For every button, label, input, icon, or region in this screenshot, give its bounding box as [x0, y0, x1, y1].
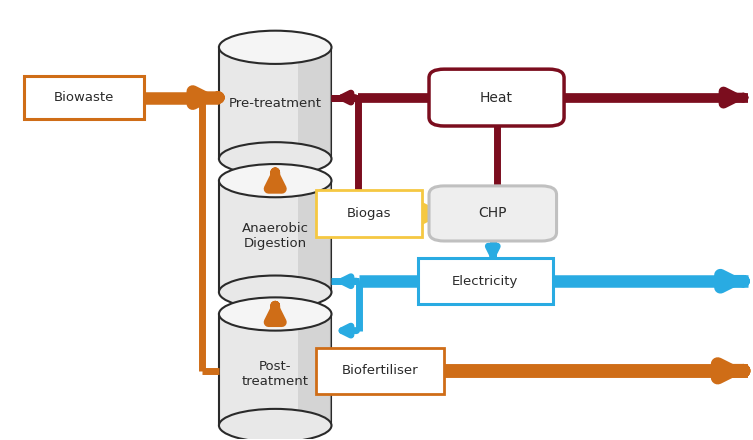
- FancyBboxPatch shape: [418, 258, 553, 304]
- Text: Anaerobic
Digestion: Anaerobic Digestion: [242, 222, 309, 250]
- Text: CHP: CHP: [479, 206, 507, 220]
- Ellipse shape: [219, 409, 331, 440]
- FancyBboxPatch shape: [24, 76, 144, 119]
- Text: Electricity: Electricity: [452, 275, 519, 288]
- Polygon shape: [297, 314, 331, 425]
- Ellipse shape: [219, 297, 331, 330]
- FancyBboxPatch shape: [429, 69, 564, 126]
- Ellipse shape: [219, 31, 331, 64]
- Ellipse shape: [219, 142, 331, 176]
- Text: Post-
treatment: Post- treatment: [242, 360, 309, 388]
- Text: Biogas: Biogas: [346, 207, 392, 220]
- FancyBboxPatch shape: [429, 186, 556, 241]
- FancyBboxPatch shape: [316, 190, 422, 237]
- Polygon shape: [219, 181, 331, 292]
- Ellipse shape: [219, 164, 331, 197]
- Text: Heat: Heat: [480, 91, 513, 105]
- FancyBboxPatch shape: [316, 348, 444, 394]
- Text: Biofertiliser: Biofertiliser: [342, 364, 419, 378]
- Polygon shape: [219, 47, 331, 159]
- Polygon shape: [297, 47, 331, 159]
- Text: Biowaste: Biowaste: [53, 91, 114, 104]
- Polygon shape: [297, 181, 331, 292]
- Polygon shape: [219, 314, 331, 425]
- Text: Pre-treatment: Pre-treatment: [229, 96, 322, 110]
- Ellipse shape: [219, 275, 331, 309]
